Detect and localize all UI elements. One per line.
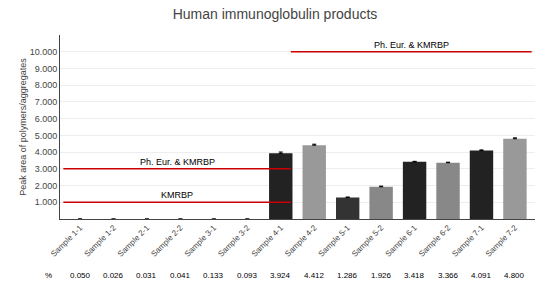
svg-text:Sample 4-2: Sample 4-2 xyxy=(283,223,319,259)
svg-text:3.924: 3.924 xyxy=(270,271,291,280)
svg-text:0.031: 0.031 xyxy=(136,271,157,280)
svg-text:0.041: 0.041 xyxy=(170,271,191,280)
svg-text:Sample 1-2: Sample 1-2 xyxy=(82,223,118,259)
svg-text:4.412: 4.412 xyxy=(304,271,325,280)
svg-text:0.133: 0.133 xyxy=(203,271,224,280)
svg-text:Sample 2-1: Sample 2-1 xyxy=(116,223,152,259)
svg-text:Sample 4-1: Sample 4-1 xyxy=(250,223,286,259)
svg-text:2.000: 2.000 xyxy=(35,181,58,191)
svg-text:4.800: 4.800 xyxy=(504,271,525,280)
svg-text:5.000: 5.000 xyxy=(35,131,58,141)
svg-text:6.000: 6.000 xyxy=(35,114,58,124)
svg-text:Sample 6-1: Sample 6-1 xyxy=(384,223,420,259)
svg-text:Human immunoglobulin products: Human immunoglobulin products xyxy=(173,6,378,22)
svg-text:1.926: 1.926 xyxy=(371,271,392,280)
svg-text:KMRBP: KMRBP xyxy=(161,190,193,200)
svg-text:4.091: 4.091 xyxy=(471,271,492,280)
svg-text:8.000: 8.000 xyxy=(35,80,58,90)
svg-text:Ph. Eur. & KMRBP: Ph. Eur. & KMRBP xyxy=(374,40,449,50)
svg-text:Sample 5-1: Sample 5-1 xyxy=(317,223,353,259)
svg-text:Sample 2-2: Sample 2-2 xyxy=(149,223,185,259)
svg-text:7.000: 7.000 xyxy=(35,97,58,107)
svg-text:Peak area of polymers/aggregat: Peak area of polymers/aggregates xyxy=(18,58,28,196)
svg-text:0.050: 0.050 xyxy=(70,271,91,280)
svg-text:9.000: 9.000 xyxy=(35,64,58,74)
svg-text:10.000: 10.000 xyxy=(30,47,58,57)
svg-text:3.366: 3.366 xyxy=(438,271,459,280)
svg-text:Sample 5-2: Sample 5-2 xyxy=(350,223,386,259)
svg-text:1.286: 1.286 xyxy=(337,271,358,280)
svg-text:Ph. Eur. & KMRBP: Ph. Eur. & KMRBP xyxy=(140,157,215,167)
svg-text:1.000: 1.000 xyxy=(35,197,58,207)
svg-text:Sample 6-2: Sample 6-2 xyxy=(417,223,453,259)
svg-text:3.000: 3.000 xyxy=(35,164,58,174)
svg-text:%: % xyxy=(45,271,52,280)
svg-text:Sample 3-2: Sample 3-2 xyxy=(216,223,252,259)
svg-text:0.026: 0.026 xyxy=(103,271,124,280)
svg-text:Sample 1-1: Sample 1-1 xyxy=(49,223,85,259)
svg-text:0.093: 0.093 xyxy=(237,271,258,280)
svg-text:Sample 3-1: Sample 3-1 xyxy=(183,223,219,259)
svg-text:4.000: 4.000 xyxy=(35,147,58,157)
svg-text:Sample 7-2: Sample 7-2 xyxy=(484,223,520,259)
svg-text:3.418: 3.418 xyxy=(404,271,425,280)
svg-text:Sample 7-1: Sample 7-1 xyxy=(450,223,486,259)
